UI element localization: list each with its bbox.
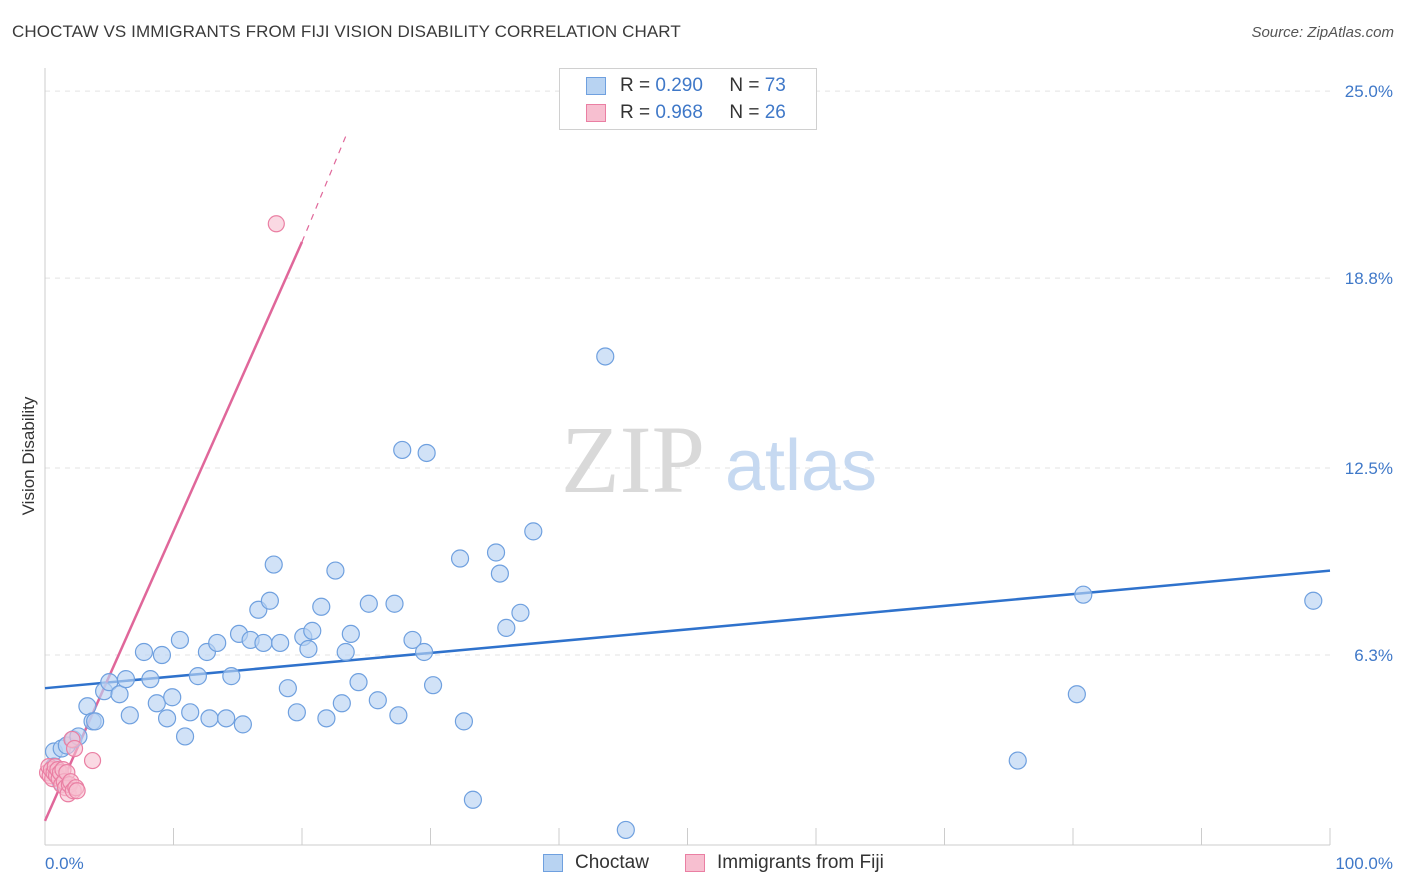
chart-title: CHOCTAW VS IMMIGRANTS FROM FIJI VISION D… — [12, 22, 681, 41]
x-tick-label: 100.0% — [1335, 854, 1393, 873]
legend-swatch-choctaw — [543, 854, 563, 872]
legend-r-label: R = — [620, 102, 651, 123]
point-choctaw — [188, 667, 208, 686]
point-choctaw — [116, 670, 136, 689]
point-choctaw — [254, 633, 273, 653]
point-choctaw — [222, 667, 241, 686]
point-choctaw — [1067, 685, 1086, 704]
point-choctaw — [616, 820, 635, 840]
point-choctaw — [326, 561, 345, 580]
legend-r-label: R = — [620, 75, 651, 96]
legend-bottom: Choctaw Immigrants from Fiji — [0, 852, 1406, 878]
point-choctaw — [120, 706, 139, 725]
y-tick-label: 12.5% — [1345, 459, 1393, 478]
legend-swatch-fiji — [586, 104, 606, 122]
point-choctaw — [1304, 591, 1323, 610]
legend-label-fiji: Immigrants from Fiji — [717, 852, 884, 873]
point-choctaw — [170, 630, 190, 650]
axes — [44, 68, 1331, 846]
legend-n-value: 26 — [764, 102, 786, 123]
legend-label-choctaw: Choctaw — [575, 852, 649, 873]
point-choctaw — [1008, 751, 1027, 770]
tick-labels: 6.3% 12.5% 18.8% 25.0% 0.0% 100.0% — [45, 82, 1393, 873]
legend-swatch-fiji — [685, 854, 705, 872]
point-choctaw — [312, 597, 331, 616]
y-axis-label: Vision Disability — [19, 396, 38, 515]
point-choctaw — [393, 440, 412, 460]
legend-r-value: 0.290 — [655, 75, 703, 96]
point-choctaw — [152, 645, 172, 665]
source-label: Source: ZipAtlas.com — [1251, 24, 1394, 41]
point-fiji — [68, 782, 86, 800]
y-tick-label: 6.3% — [1354, 646, 1393, 665]
point-choctaw — [454, 712, 474, 731]
point-choctaw — [78, 697, 97, 716]
point-choctaw — [134, 642, 154, 662]
legend-n-value: 73 — [764, 75, 786, 96]
point-fiji — [83, 751, 102, 770]
legend-item-fiji[interactable]: Immigrants from Fiji — [685, 852, 884, 874]
point-choctaw — [260, 591, 279, 610]
point-choctaw — [414, 642, 434, 662]
point-choctaw — [217, 709, 236, 728]
point-choctaw — [450, 549, 470, 568]
point-choctaw — [208, 633, 227, 653]
legend-n-label: N = — [729, 75, 760, 96]
point-fiji — [267, 215, 285, 233]
point-choctaw — [317, 709, 336, 728]
point-choctaw — [110, 685, 129, 704]
legend-r-value: 0.968 — [655, 102, 703, 123]
point-choctaw — [368, 691, 387, 710]
point-choctaw — [490, 564, 509, 583]
point-choctaw — [175, 727, 195, 746]
point-choctaw — [86, 712, 105, 731]
watermark: ZIP atlas — [561, 406, 877, 513]
point-choctaw — [287, 703, 306, 722]
point-choctaw — [596, 347, 615, 366]
point-choctaw — [497, 618, 516, 637]
point-choctaw — [303, 621, 322, 640]
point-choctaw — [278, 679, 297, 698]
point-choctaw — [336, 642, 355, 662]
legend-top: R = 0.290 N = 73 R = 0.968 N = 26 — [559, 68, 817, 130]
scatter-points — [38, 215, 1323, 840]
legend-item-choctaw[interactable]: Choctaw — [543, 852, 649, 874]
point-choctaw — [264, 555, 283, 574]
gridlines — [45, 90, 1330, 656]
point-choctaw — [157, 709, 177, 728]
y-tick-label: 18.8% — [1345, 269, 1393, 288]
point-choctaw — [359, 594, 378, 613]
legend-n-label: N = — [729, 102, 760, 123]
point-choctaw — [1074, 585, 1093, 604]
watermark-atlas: atlas — [725, 426, 877, 506]
point-choctaw — [423, 676, 443, 695]
point-choctaw — [271, 633, 290, 653]
point-choctaw — [163, 688, 182, 707]
point-choctaw — [299, 639, 318, 659]
point-choctaw — [181, 703, 200, 722]
point-choctaw — [524, 522, 543, 541]
point-choctaw — [463, 790, 483, 809]
x-tick-label: 0.0% — [45, 854, 84, 873]
point-choctaw — [349, 673, 368, 692]
legend-swatch-choctaw — [586, 77, 606, 95]
point-choctaw — [511, 603, 530, 622]
point-choctaw — [332, 694, 351, 713]
point-choctaw — [385, 594, 404, 613]
point-choctaw — [141, 670, 160, 689]
trend-line-choctaw — [44, 569, 1331, 690]
watermark-zip: ZIP — [561, 406, 705, 513]
point-choctaw — [486, 543, 506, 562]
point-choctaw — [233, 715, 252, 734]
point-choctaw — [147, 694, 166, 713]
point-choctaw — [417, 443, 436, 463]
point-choctaw — [341, 624, 360, 644]
y-tick-label: 25.0% — [1345, 82, 1393, 101]
point-choctaw — [389, 706, 408, 725]
trend-line-fiji-extension — [301, 133, 348, 243]
point-fiji — [65, 739, 84, 758]
point-choctaw — [200, 709, 219, 728]
point-choctaw — [403, 630, 422, 650]
